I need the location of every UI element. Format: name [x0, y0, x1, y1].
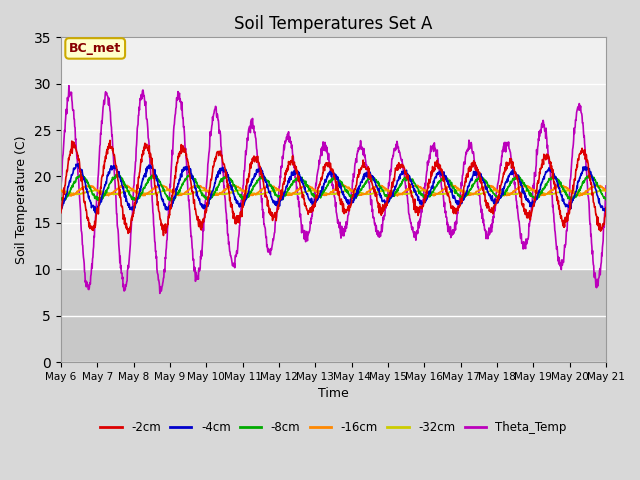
Legend: -2cm, -4cm, -8cm, -16cm, -32cm, Theta_Temp: -2cm, -4cm, -8cm, -16cm, -32cm, Theta_Te…	[95, 417, 572, 439]
Y-axis label: Soil Temperature (C): Soil Temperature (C)	[15, 135, 28, 264]
X-axis label: Time: Time	[318, 387, 349, 400]
Title: Soil Temperatures Set A: Soil Temperatures Set A	[234, 15, 433, 33]
Text: BC_met: BC_met	[69, 42, 122, 55]
Bar	[61, 269, 606, 362]
